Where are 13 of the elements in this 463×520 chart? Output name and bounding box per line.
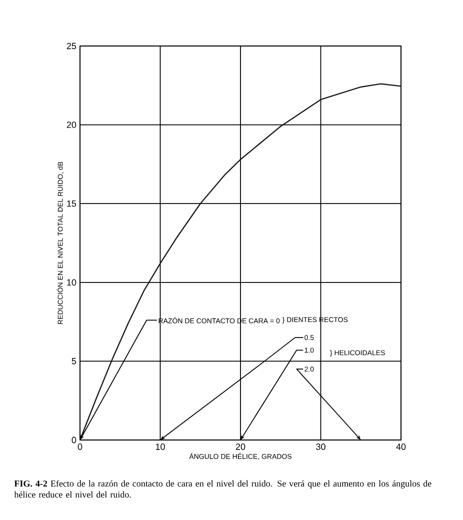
y-tick-label: 25 (66, 42, 76, 50)
x-tick-label: 40 (396, 444, 406, 450)
y-tick-label: 15 (67, 200, 76, 207)
line-series (79, 83, 402, 441)
x-tick-label: 10 (156, 444, 165, 450)
y-tick-label: 10 (67, 279, 76, 286)
x-tick-label: 0 (78, 444, 82, 450)
y-tick-label: 5 (72, 358, 76, 364)
x-tick-label: 30 (316, 444, 326, 450)
text: FIG. 4-2 Efecto de la razón de contacto de cara en el nivel del ruido. Se verá que el aumento en los ángulos de hélice reduce el nivel del ruido. (14, 480, 432, 498)
y-tick-label: 20 (66, 122, 76, 128)
x-tick-label: 20 (236, 444, 246, 450)
y-tick-label: 0 (72, 436, 76, 444)
